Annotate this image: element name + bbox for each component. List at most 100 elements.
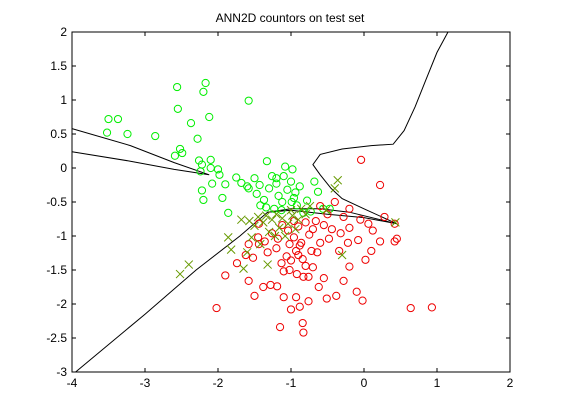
red-circle-point [299, 272, 308, 281]
cross-point [247, 233, 256, 242]
green-circle-point [272, 179, 281, 188]
green-circle-point [250, 174, 259, 183]
green-circle-point [313, 187, 323, 196]
cross-point [258, 218, 268, 227]
green-circle-point [215, 170, 224, 179]
cross-point [321, 205, 331, 215]
red-circle-point [286, 305, 296, 314]
green-circle-point [123, 129, 132, 139]
green-circle-point [302, 196, 312, 205]
red-circle-point [278, 221, 287, 230]
red-circle-point [361, 255, 370, 264]
green-circle-point [291, 188, 300, 197]
green-circle-point [201, 78, 210, 88]
green-circle-point [197, 186, 207, 195]
red-circle-point [301, 218, 310, 227]
red-circle-point [319, 221, 328, 230]
green-circle-point [206, 155, 215, 164]
red-circle-point [324, 234, 334, 243]
y-tick-label: -0.5 [46, 195, 67, 209]
green-circle-point [283, 185, 292, 194]
x-tick-label: -1 [286, 376, 297, 390]
red-circle-point [250, 291, 259, 300]
y-tick-label: -3 [56, 365, 67, 379]
red-circle-point [304, 272, 313, 281]
green-circle-point [173, 82, 182, 92]
green-circle-point [213, 165, 223, 174]
red-circle-point [248, 253, 258, 262]
green-circle-point [170, 151, 180, 160]
green-circle-point [281, 162, 290, 171]
green-circle-point [272, 174, 281, 183]
x-tick-label: 2 [507, 376, 514, 390]
y-tick-label: -1 [56, 229, 67, 243]
x-tick-label: 1 [434, 376, 441, 390]
red-circle-point [254, 233, 263, 242]
red-circle-point [304, 297, 313, 306]
red-circle-point [272, 244, 281, 253]
green-circle-point [274, 191, 283, 200]
green-circle-point [208, 179, 217, 188]
green-circle-point [151, 131, 160, 141]
red-circle-point [212, 303, 221, 313]
red-circle-point [286, 256, 296, 265]
red-circle-point [232, 259, 242, 268]
green-circle-point [194, 156, 204, 165]
cross-point [263, 260, 272, 269]
green-circle-point [175, 144, 185, 154]
green-circle-point [262, 157, 272, 166]
x-tick-label: -2 [213, 376, 224, 390]
green-circle-point [288, 165, 297, 174]
green-circle-point [255, 180, 264, 190]
red-circle-point [345, 223, 354, 232]
cross-point [250, 221, 259, 231]
red-circle-point [392, 234, 401, 243]
red-circle-point [330, 197, 339, 207]
red-circle-point [390, 219, 399, 228]
cross-point [270, 231, 280, 241]
cross-point [261, 211, 271, 220]
green-circle-point [196, 167, 205, 176]
green-circle-point [262, 203, 271, 212]
cross-point [267, 215, 277, 225]
red-circle-point [364, 219, 373, 228]
red-circle-point [339, 212, 348, 222]
data-markers [102, 78, 436, 337]
cross-point [242, 247, 252, 257]
green-circle-point [243, 182, 252, 191]
green-circle-point [199, 195, 208, 205]
red-circle-point [295, 241, 304, 250]
axis-ticks: -4 -3 -2 -1 0 1 221.510.50-0.5-1-1.5-2-2.5-3 [46, 25, 513, 390]
red-circle-point [356, 215, 365, 224]
green-circle-point [173, 104, 182, 113]
cross-point [274, 223, 284, 233]
green-circle-point [289, 193, 299, 203]
red-circle-point [259, 282, 268, 292]
red-circle-point [266, 280, 275, 290]
red-circle-point [368, 226, 377, 235]
red-circle-point [345, 204, 354, 213]
cross-point [333, 175, 343, 185]
red-circle-point [308, 225, 317, 234]
red-circle-point [275, 323, 285, 332]
red-circle-point [285, 240, 294, 249]
green-circle-point [244, 96, 253, 105]
red-circle-point [295, 302, 304, 311]
cross-point [264, 227, 274, 237]
green-circle-point [232, 173, 241, 182]
y-tick-label: 2 [60, 25, 67, 39]
red-circle-point [311, 216, 320, 226]
green-circle-point [224, 208, 233, 217]
green-circle-point [244, 184, 253, 193]
cross-point [239, 264, 248, 273]
x-tick-label: -3 [140, 376, 151, 390]
x-tick-label: 0 [361, 376, 368, 390]
red-circle-point [244, 276, 253, 285]
cross-point [286, 205, 296, 215]
red-circle-point [283, 226, 293, 235]
contour-line [312, 31, 449, 225]
x-tick-label: -4 [67, 376, 78, 390]
red-circle-point [279, 267, 288, 276]
green-circle-point [199, 87, 208, 96]
red-circle-point [282, 252, 291, 261]
